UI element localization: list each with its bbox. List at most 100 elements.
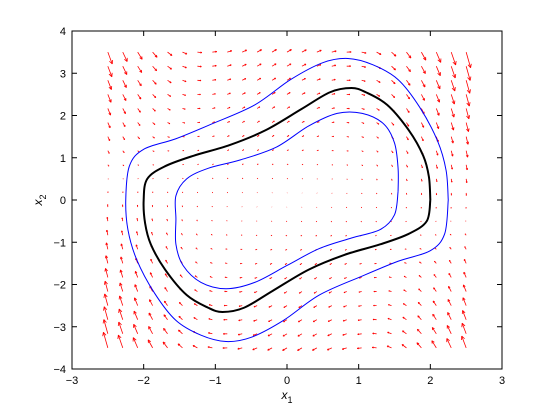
vector-arrow [256, 49, 262, 53]
vector-arrow [447, 312, 452, 320]
vector-arrow [121, 204, 124, 208]
vector-arrow [212, 107, 216, 109]
vector-arrow [180, 246, 183, 250]
vector-arrow [419, 261, 422, 264]
vector-arrow [135, 244, 139, 250]
vector-arrow [283, 319, 288, 323]
vector-arrow [197, 177, 199, 180]
vector-arrow [197, 93, 201, 96]
vector-arrow [356, 347, 362, 350]
vector-arrow [301, 92, 306, 95]
vector-arrow [242, 78, 247, 81]
vector-arrow [462, 284, 467, 292]
vector-arrow [152, 122, 156, 125]
vector-arrow [331, 64, 337, 67]
vector-arrow [361, 150, 364, 152]
vector-arrow [435, 51, 442, 63]
vector-arrow [182, 51, 188, 55]
vector-arrow [450, 192, 453, 196]
vector-arrow [313, 305, 318, 308]
vector-arrow [374, 248, 377, 251]
vector-arrow [117, 334, 124, 349]
vector-arrow [465, 150, 469, 158]
vector-arrow [212, 135, 215, 138]
vector-arrow [178, 302, 183, 306]
vector-arrow [271, 63, 277, 67]
vector-arrow [122, 122, 126, 127]
vector-arrow [284, 263, 288, 265]
vector-arrow [450, 178, 453, 183]
vector-arrow [254, 291, 258, 294]
vector-arrow [361, 122, 365, 124]
vector-arrow [167, 79, 172, 84]
vector-field [102, 49, 472, 351]
vector-arrow [376, 136, 379, 139]
vector-arrow [346, 136, 349, 138]
vector-arrow [167, 177, 169, 180]
trajectories [125, 57, 449, 343]
vector-arrow [435, 108, 440, 116]
vector-arrow [209, 276, 213, 278]
vector-arrow [132, 337, 139, 349]
vector-arrow [421, 122, 425, 128]
vector-arrow [432, 313, 437, 320]
vector-arrow [285, 248, 288, 251]
vector-arrow [391, 94, 396, 98]
vector-arrow [242, 135, 245, 137]
y-tick-label: −4 [53, 364, 66, 376]
vector-arrow [435, 94, 441, 103]
vector-arrow [118, 295, 124, 306]
y-tick-label: 2 [60, 111, 66, 123]
vector-arrow [194, 289, 198, 292]
vector-arrow [406, 94, 411, 100]
x-tick-label: −1 [209, 375, 222, 387]
vector-arrow [435, 150, 439, 156]
vector-arrow [103, 293, 109, 306]
vector-arrow [270, 248, 273, 251]
vector-arrow [167, 122, 171, 125]
vector-arrow [195, 261, 198, 264]
vector-arrow [389, 262, 392, 264]
vector-arrow [152, 136, 155, 139]
vector-arrow [329, 248, 333, 251]
vector-arrow [225, 262, 228, 264]
vector-arrow [448, 273, 452, 278]
vector-arrow [328, 291, 332, 294]
vector-arrow [209, 290, 213, 292]
y-tick-label: 0 [60, 195, 66, 207]
vector-arrow [433, 287, 437, 292]
vector-arrow [405, 220, 407, 223]
vector-arrow [104, 268, 109, 278]
vector-arrow [450, 136, 454, 144]
vector-arrow [163, 300, 168, 306]
vector-arrow [208, 332, 213, 335]
vector-arrow [223, 318, 228, 321]
vector-arrow [271, 120, 275, 123]
vector-arrow [227, 121, 230, 123]
vector-arrow [192, 345, 198, 349]
vector-arrow [267, 333, 273, 337]
vector-arrow [297, 347, 303, 351]
vector-arrow [107, 66, 113, 78]
vector-arrow [104, 255, 109, 264]
inner-trajectory-curve [174, 111, 399, 290]
vector-arrow [224, 290, 228, 293]
vector-arrow [207, 346, 213, 349]
vector-arrow [343, 305, 347, 308]
vector-arrow [375, 220, 377, 223]
vector-arrow [271, 106, 276, 109]
vector-arrow [406, 164, 408, 168]
x-tick-label: 0 [284, 375, 290, 387]
vector-arrow [435, 192, 438, 196]
vector-arrow [122, 66, 128, 75]
vector-arrow [402, 303, 407, 306]
vector-arrow [286, 163, 289, 166]
vector-arrow [271, 49, 277, 53]
vector-arrow [167, 51, 173, 56]
vector-arrow [391, 150, 394, 154]
vector-arrow [342, 333, 347, 336]
vector-arrow [222, 346, 228, 350]
vector-arrow [256, 106, 261, 109]
vector-arrow [401, 344, 407, 349]
vector-arrow [137, 65, 143, 73]
